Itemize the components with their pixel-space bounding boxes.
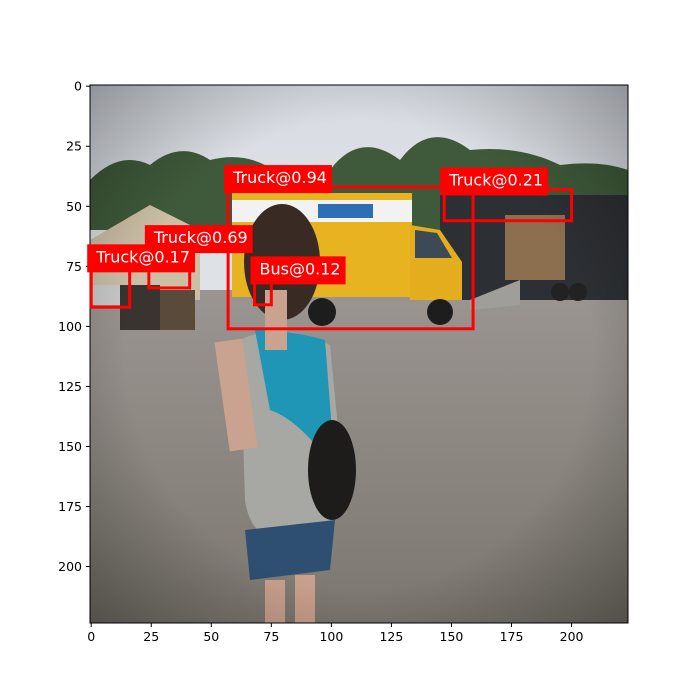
x-tick-label: 150 [440, 629, 464, 644]
detection-label: Bus@0.12 [260, 259, 341, 278]
detection-label: Truck@0.17 [95, 247, 190, 266]
y-tick-label: 50 [66, 199, 82, 214]
x-tick-label: 125 [379, 629, 403, 644]
detection-label-bg [224, 165, 332, 194]
detection-label-bg [87, 244, 196, 273]
photo [90, 85, 628, 623]
x-axis: 0 25 50 75 100 125 150 175 200 [87, 623, 584, 644]
y-tick-label: 150 [58, 439, 82, 454]
y-tick-label: 200 [58, 559, 82, 574]
y-axis: 0 25 50 75 100 125 150 175 200 [58, 79, 90, 574]
detection-label: Truck@0.94 [232, 168, 327, 187]
y-tick-label: 25 [66, 139, 82, 154]
x-tick-label: 100 [319, 629, 343, 644]
detection-label-bg [440, 167, 549, 196]
x-tick-label: 175 [500, 629, 524, 644]
y-tick-label: 175 [58, 499, 82, 514]
x-tick-label: 75 [263, 629, 279, 644]
y-tick-label: 0 [74, 79, 82, 94]
detection-label: Truck@0.21 [448, 170, 543, 189]
y-tick-label: 75 [66, 259, 82, 274]
axes-frame [89, 84, 629, 624]
x-tick-label: 0 [87, 629, 95, 644]
y-tick-label: 100 [58, 319, 82, 334]
detection-box [226, 185, 475, 331]
detection-label-bg [250, 256, 346, 285]
x-tick-label: 200 [560, 629, 584, 644]
y-tick-label: 125 [58, 379, 82, 394]
x-tick-label: 50 [203, 629, 219, 644]
x-tick-label: 25 [143, 629, 159, 644]
detection-label: Truck@0.69 [153, 228, 248, 247]
detections-layer: Truck@0.94 Truck@0.21 Truck@0.69Truck@0.17… [87, 165, 574, 331]
